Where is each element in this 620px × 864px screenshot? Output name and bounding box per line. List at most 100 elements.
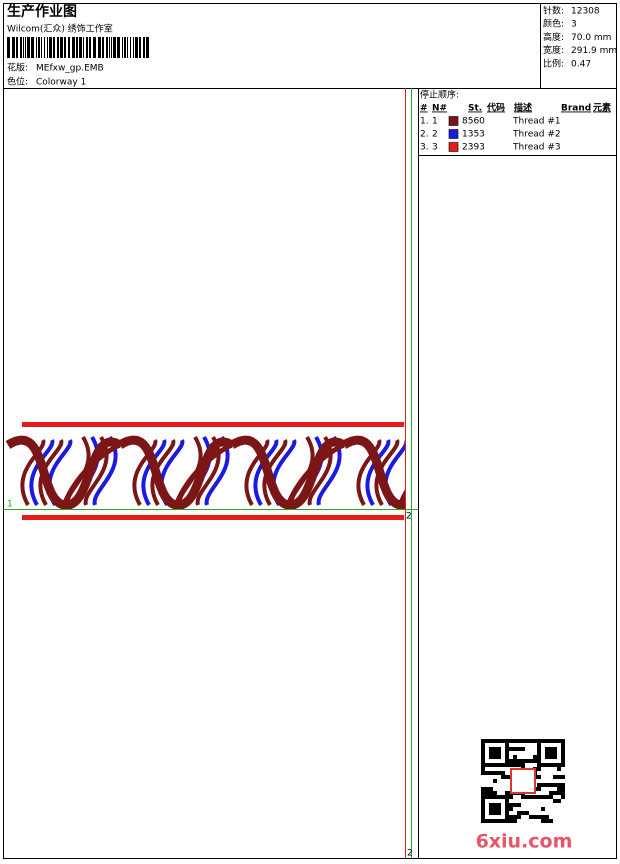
marker: 1 — [7, 500, 13, 510]
title: 生产作业图 — [7, 3, 77, 20]
qr-cell — [481, 819, 485, 823]
qr-cell — [497, 739, 501, 743]
bar — [117, 37, 120, 58]
qr-cell — [541, 819, 545, 823]
bar — [41, 37, 42, 58]
qr-cell — [549, 795, 553, 799]
leaf — [20, 439, 46, 506]
qr-cell — [497, 803, 501, 807]
bar — [106, 37, 108, 58]
qr-cell — [497, 755, 501, 759]
qr-cell — [549, 739, 553, 743]
design: MEfxw_gp.EMB — [36, 64, 104, 74]
qr-cell — [549, 747, 553, 751]
qr-cell — [485, 819, 489, 823]
qr-cell — [561, 743, 565, 747]
bar — [79, 37, 82, 58]
qr-cell — [493, 795, 497, 799]
qr-cell — [517, 739, 521, 743]
qr-cell — [553, 763, 557, 767]
qr-cell — [497, 771, 501, 775]
bar — [72, 37, 75, 58]
qr-cell — [561, 787, 565, 791]
qr-cell — [541, 739, 545, 743]
qr-cell — [517, 811, 521, 815]
qr-cell — [529, 759, 533, 763]
qr-cell — [557, 787, 561, 791]
qr-cell — [493, 791, 497, 795]
qr-cell — [513, 759, 517, 763]
qr-cell — [537, 755, 541, 759]
qr-cell — [501, 771, 505, 775]
qr-cell — [521, 811, 525, 815]
column-header: Brand — [561, 104, 591, 114]
bar — [36, 37, 37, 58]
code: 2393 — [462, 143, 485, 153]
qr-cell — [481, 747, 485, 751]
column-header: 代码 — [486, 102, 505, 114]
bar — [139, 37, 141, 58]
qr-cell — [537, 783, 541, 787]
qr-cell — [549, 755, 553, 759]
qr-cell — [497, 795, 501, 799]
qr-cell — [541, 783, 545, 787]
bar — [102, 37, 104, 58]
studio: Wilcom(汇众) 绣饰工作室 — [7, 23, 113, 35]
needle: 2 — [432, 130, 438, 140]
leaf — [374, 439, 400, 506]
color-swatch — [448, 129, 459, 139]
qr-cell — [493, 803, 497, 807]
code: 8560 — [462, 117, 485, 127]
qr-cell — [517, 759, 521, 763]
qr-cell — [537, 759, 541, 763]
qr-cell — [561, 775, 565, 779]
qr-cell — [493, 819, 497, 823]
bar — [127, 37, 128, 58]
watermark: 6xiu.com — [476, 831, 573, 853]
qr-cell — [493, 755, 497, 759]
qr-cell — [521, 795, 525, 799]
qr-cell — [501, 763, 505, 767]
qr-cell — [485, 763, 489, 767]
qr-cell — [505, 747, 509, 751]
qr-cell — [481, 771, 485, 775]
qr-cell — [489, 763, 493, 767]
qr-cell — [509, 819, 513, 823]
qr-cell — [521, 739, 525, 743]
qr-cell — [509, 763, 513, 767]
qr-cell — [489, 787, 493, 791]
qr-cell — [485, 771, 489, 775]
qr-cell — [505, 755, 509, 759]
qr-cell — [557, 763, 561, 767]
qr-cell — [481, 791, 485, 795]
qr-cell — [561, 763, 565, 767]
qr-cell — [557, 799, 561, 803]
qr-cell — [533, 755, 537, 759]
qr-cell — [513, 819, 517, 823]
bar — [143, 37, 145, 58]
stop: 3. — [420, 143, 429, 153]
qr-cell — [481, 815, 485, 819]
qr-cell — [493, 807, 497, 811]
qr-cell — [505, 751, 509, 755]
bar — [60, 37, 63, 58]
qr-cell — [509, 815, 513, 819]
colorway-label: 色位: — [7, 76, 28, 88]
qr-cell — [549, 763, 553, 767]
qr-cell — [481, 767, 485, 771]
qr-cell — [553, 739, 557, 743]
qr-cell — [561, 759, 565, 763]
qr-cell — [561, 795, 565, 799]
leaf — [356, 439, 382, 506]
qr-cell — [489, 771, 493, 775]
qr-cell — [545, 747, 549, 751]
qr-cell — [517, 763, 521, 767]
qr-cell — [513, 815, 517, 819]
qr-cell — [549, 819, 553, 823]
qr-cell — [533, 739, 537, 743]
qr-cell — [509, 747, 513, 751]
qr-cell — [521, 759, 525, 763]
qr-cell — [505, 803, 509, 807]
qr-cell — [525, 759, 529, 763]
bar — [57, 37, 59, 58]
